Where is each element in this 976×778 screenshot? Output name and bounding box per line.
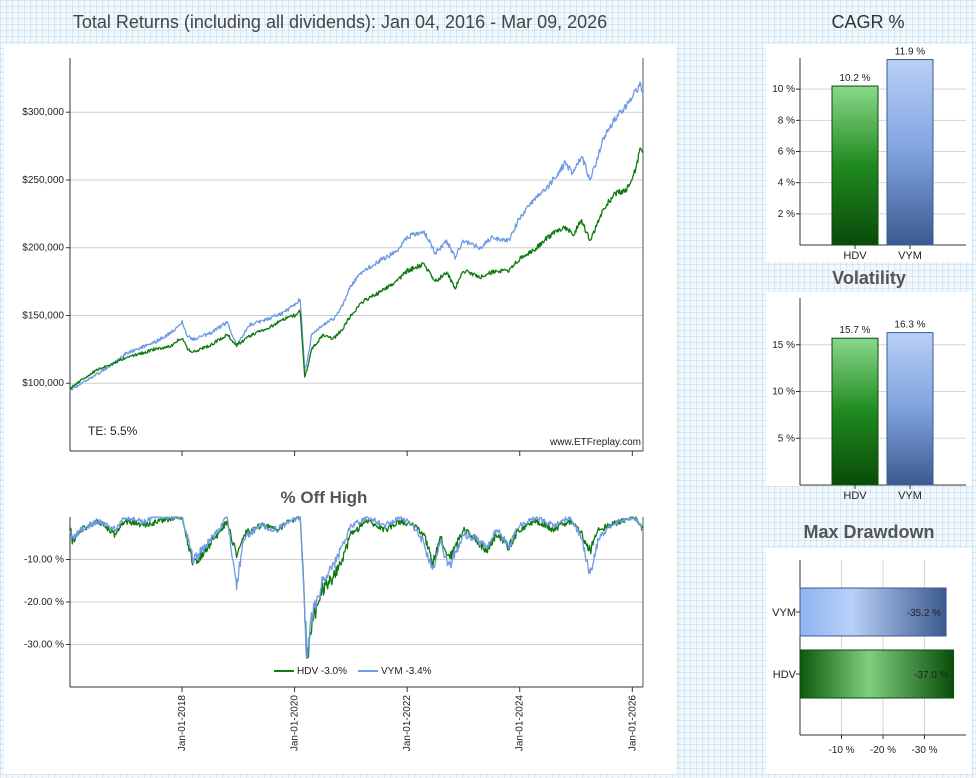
y-tick-label: 4 % — [778, 178, 795, 189]
x-tick-label: VYM — [898, 490, 922, 502]
volatility-bar-chart: 5 % 10 % 15 % 15.7 % HDV 16.3 % VYM — [772, 298, 966, 502]
max-drawdown-chart-title: Max Drawdown — [803, 522, 935, 542]
y-tick-label: $100,000 — [22, 378, 64, 389]
data-label: -37.0 % — [914, 670, 949, 681]
series-line-hdv — [69, 516, 644, 659]
data-label: 10.2 % — [839, 73, 870, 84]
series-line-vym — [69, 81, 644, 392]
bar-vym — [886, 59, 934, 246]
y-tick-label: HDV — [773, 669, 797, 681]
off-high-chart: -10.00 % -20.00 % -30.00 % Jan-01-2018 Jan-0… — [24, 516, 644, 752]
x-tick-label: Jan-01-2020 — [290, 695, 301, 752]
cagr-bar-chart: 2 % 4 % 6 % 8 % 10 % 10.2 % HDV 11.9 % VYM — [772, 47, 966, 262]
x-tick-label: HDV — [843, 250, 867, 262]
te-annotation: TE: 5.5% — [88, 424, 138, 438]
total-returns-chart: $100,000 $150,000 $200,000 $250,000 $300,000 — [22, 58, 644, 456]
bar-hdv — [831, 85, 879, 246]
bar-hdv — [831, 337, 879, 486]
max-drawdown-bar-chart: -10 % -20 % -30 % -35.2 % VYM -37.0 % HDV — [772, 560, 966, 756]
series-line-vym — [69, 516, 644, 658]
y-tick-label: 15 % — [772, 340, 795, 351]
legend-label-vym: VYM -3.4% — [381, 666, 432, 677]
y-tick-label: $150,000 — [22, 310, 64, 321]
bar-vym — [886, 332, 934, 486]
x-tick-label: Jan-01-2022 — [402, 695, 413, 752]
x-tick-label: -30 % — [911, 745, 937, 756]
x-tick-label: Jan-01-2018 — [177, 695, 188, 752]
bar-hdv — [799, 649, 955, 699]
y-tick-label: 6 % — [778, 147, 795, 158]
y-tick-label: -20.00 % — [24, 597, 64, 608]
y-tick-label: 5 % — [778, 433, 795, 444]
y-tick-label: 8 % — [778, 115, 795, 126]
y-tick-label: -10.00 % — [24, 555, 64, 566]
y-tick-label: 2 % — [778, 209, 795, 220]
main-chart-title: Total Returns (including all dividends):… — [72, 12, 608, 32]
y-tick-label: VYM — [772, 607, 796, 619]
bar-vym — [799, 587, 947, 637]
data-label: 16.3 % — [894, 320, 925, 331]
y-tick-label: $300,000 — [22, 107, 64, 118]
x-tick-label: Jan-01-2024 — [515, 695, 526, 752]
volatility-chart-title: Volatility — [832, 268, 906, 288]
x-tick-label: Jan-01-2026 — [627, 695, 638, 752]
data-label: 11.9 % — [895, 47, 925, 58]
x-tick-label: VYM — [898, 250, 922, 262]
data-label: 15.7 % — [839, 325, 870, 336]
cagr-chart-title: CAGR % — [831, 12, 905, 32]
watermark: www.ETFreplay.com — [549, 437, 641, 448]
data-label: -35.2 % — [907, 608, 942, 619]
y-tick-label: $250,000 — [22, 175, 64, 186]
x-tick-label: -20 % — [870, 745, 896, 756]
off-high-chart-title: % Off High — [281, 488, 368, 507]
x-tick-label: HDV — [843, 490, 867, 502]
y-tick-label: -30.00 % — [24, 640, 64, 651]
y-tick-label: 10 % — [772, 387, 795, 398]
y-tick-label: 10 % — [772, 84, 795, 95]
legend-label-hdv: HDV -3.0% — [297, 666, 347, 677]
y-tick-label: $200,000 — [22, 243, 64, 254]
series-line-hdv — [69, 147, 644, 390]
x-tick-label: -10 % — [828, 745, 854, 756]
